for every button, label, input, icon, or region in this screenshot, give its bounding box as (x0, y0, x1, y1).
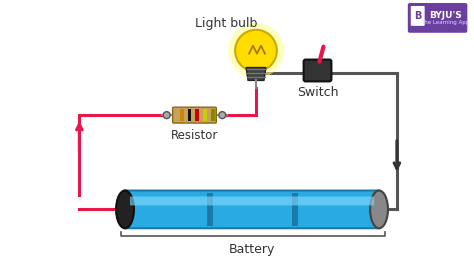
Text: B: B (414, 11, 421, 21)
Text: The Learning App: The Learning App (421, 20, 470, 25)
FancyBboxPatch shape (130, 196, 374, 205)
Bar (203, 109, 207, 121)
Text: Switch: Switch (297, 86, 338, 99)
FancyBboxPatch shape (304, 60, 331, 81)
Text: Resistor: Resistor (171, 129, 218, 142)
Text: Light bulb: Light bulb (195, 17, 257, 30)
Ellipse shape (370, 191, 388, 228)
Polygon shape (246, 68, 266, 81)
FancyBboxPatch shape (408, 3, 467, 33)
Bar (180, 109, 183, 121)
Circle shape (235, 30, 277, 72)
Ellipse shape (116, 191, 134, 228)
Bar (188, 109, 191, 121)
Bar (195, 109, 200, 121)
Circle shape (163, 112, 170, 119)
Bar (292, 192, 298, 226)
Text: BYJU'S: BYJU'S (429, 11, 462, 20)
Circle shape (219, 112, 226, 119)
FancyBboxPatch shape (411, 6, 425, 26)
Bar (207, 192, 213, 226)
Bar (211, 109, 215, 121)
FancyBboxPatch shape (123, 191, 381, 228)
Text: Battery: Battery (229, 243, 275, 256)
FancyBboxPatch shape (173, 107, 216, 123)
Circle shape (228, 23, 284, 78)
